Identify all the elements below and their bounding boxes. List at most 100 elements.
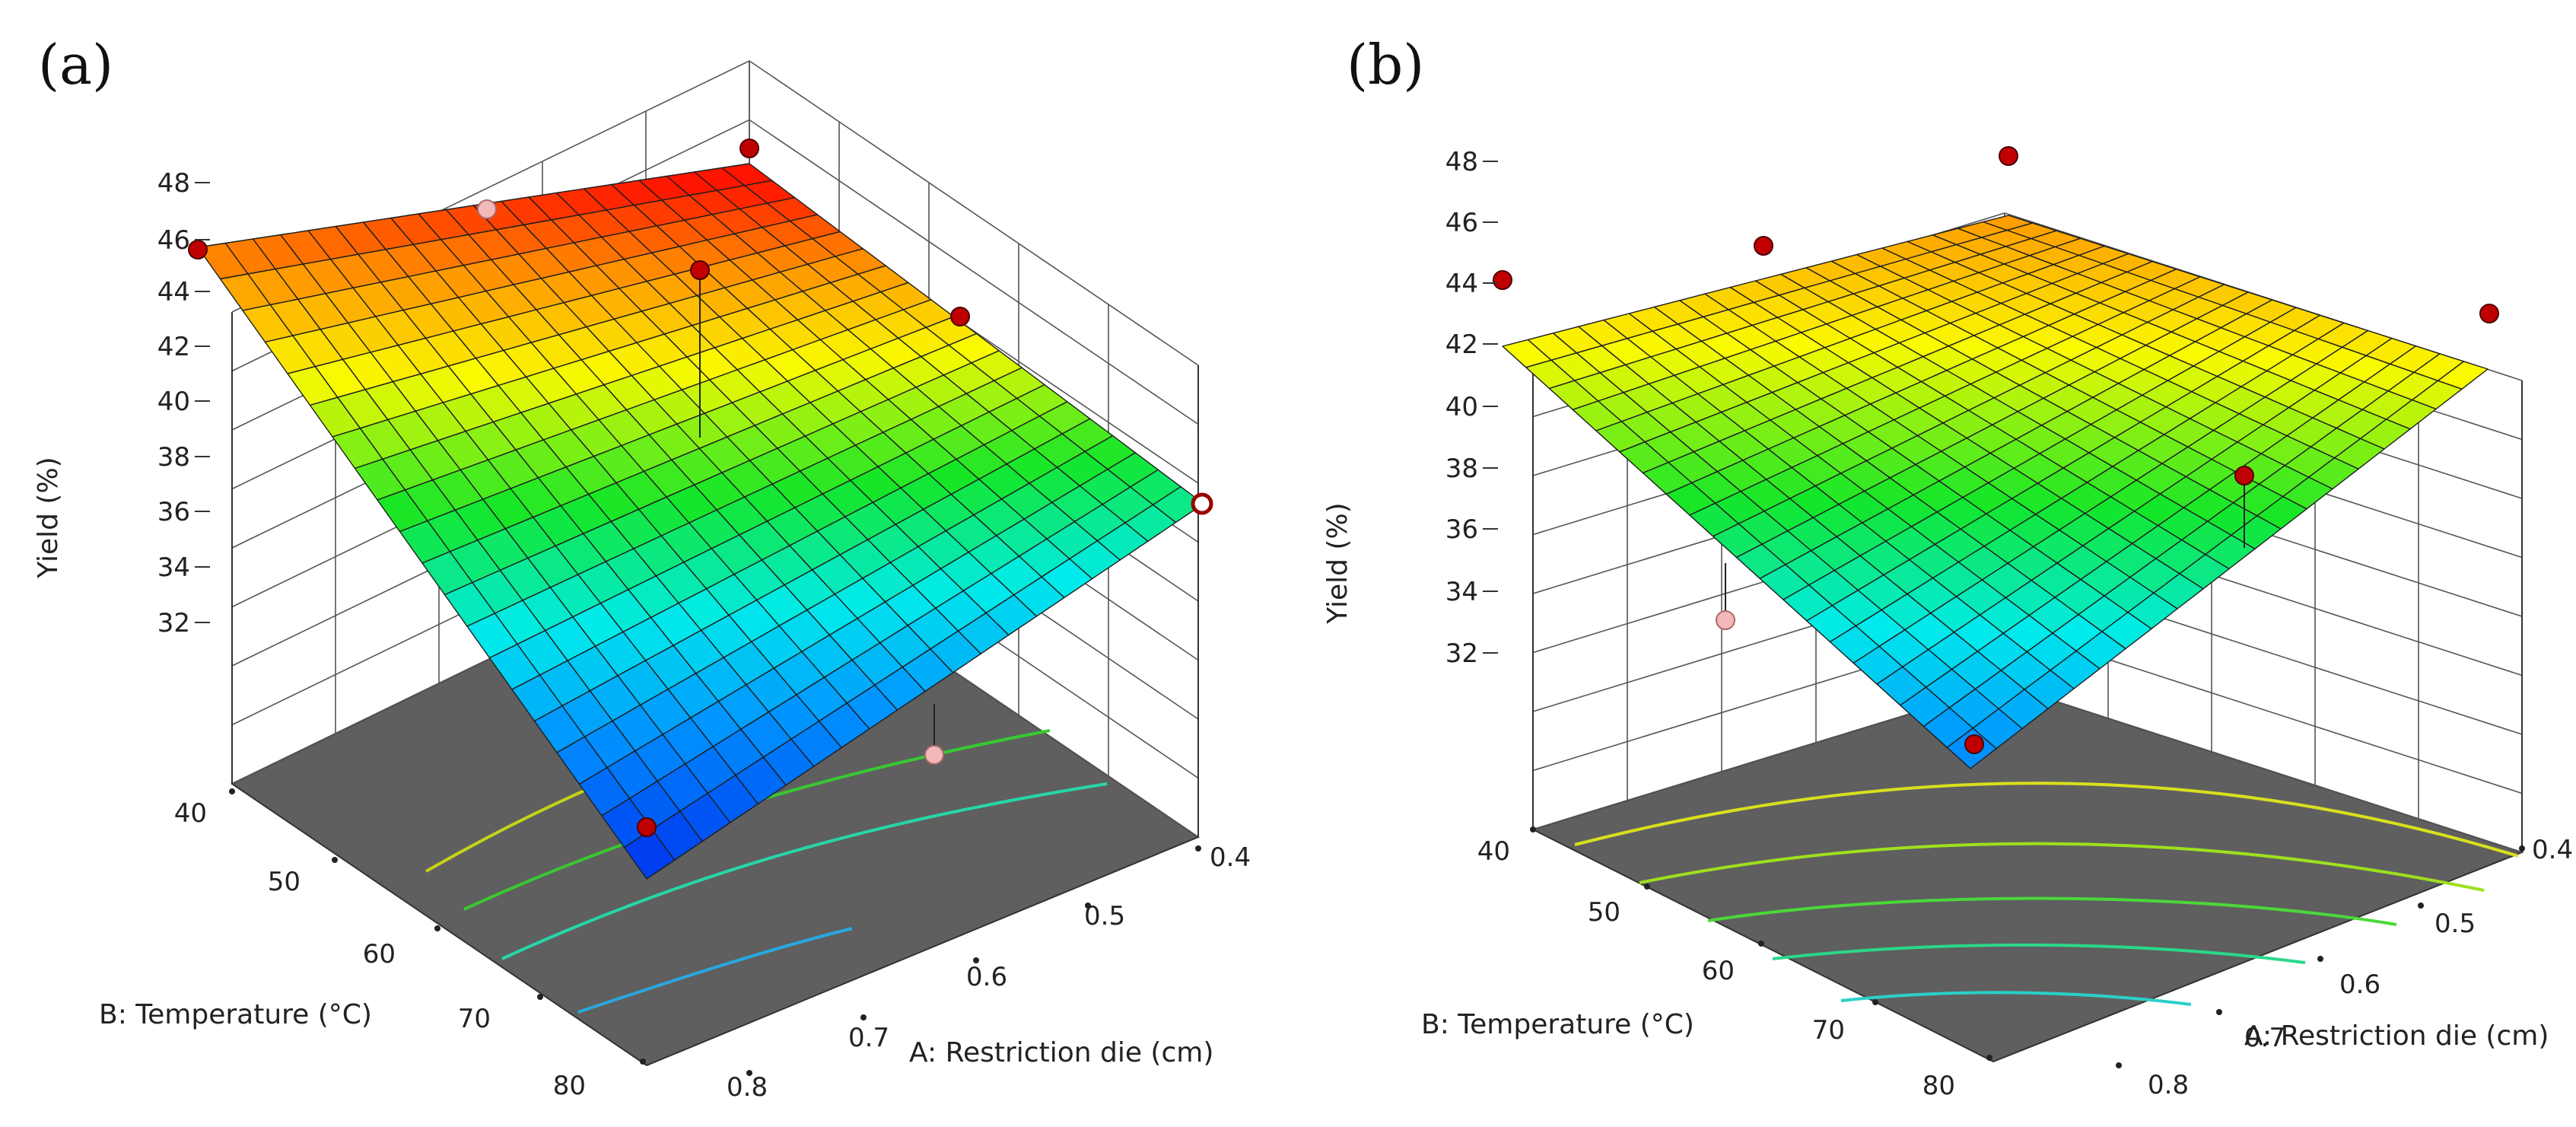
z-tick-label: 38 (1445, 454, 1478, 484)
design-point (1493, 270, 1512, 290)
y-tick-label: 60 (363, 939, 396, 969)
z-tick-label: 48 (157, 168, 190, 199)
y-tick-label: 40 (1477, 836, 1510, 867)
z-tick-label: 42 (157, 332, 190, 362)
design-point (2234, 466, 2254, 486)
panel-b: 48 46 44 42 40 38 36 34 32 0.4 0.5 0.6 0.7 0.8 40 50 60 7… (1322, 33, 2573, 1101)
y-tick-mark (640, 1059, 646, 1065)
design-points (1493, 146, 2499, 754)
x-tick-label: 0.8 (2148, 1070, 2189, 1100)
z-tick-label: 36 (157, 497, 190, 527)
y-tick-mark (1530, 826, 1536, 833)
z-tick-label: 34 (1445, 577, 1478, 607)
x-tick-mark (860, 1014, 867, 1020)
z-tick-label: 38 (157, 442, 190, 473)
floor-contours (1574, 782, 2519, 1006)
x-axis-title: A: Restriction die (cm) (909, 1037, 1213, 1068)
design-point (2479, 304, 2499, 323)
z-axis-title: Yield (%) (1322, 502, 1353, 624)
x-tick-mark (2418, 903, 2424, 909)
z-tick-label: 48 (1445, 147, 1478, 177)
z-tick-label: 44 (157, 277, 190, 307)
y-tick-mark (229, 788, 235, 794)
design-point (739, 138, 759, 158)
design-points (188, 138, 1213, 837)
y-tick-mark (537, 994, 543, 1000)
y-tick-label: 60 (1702, 956, 1735, 986)
y-tick-mark (332, 857, 338, 863)
design-point (690, 260, 710, 280)
y-axis-title: B: Temperature (°C) (1421, 1009, 1694, 1040)
design-point (1716, 610, 1735, 630)
z-tick-label: 46 (1445, 208, 1478, 238)
design-point (1964, 734, 1984, 754)
contour-line (1574, 782, 2519, 858)
design-point (1999, 146, 2018, 166)
panel-a: 48 46 44 42 40 38 36 34 32 0.4 0.5 0.6 0.7 0.8 40 50 60 7… (33, 33, 1251, 1103)
z-tick-label: 42 (1445, 330, 1478, 360)
design-point (950, 307, 970, 326)
z-axis-ticks: 48 46 44 42 40 38 36 34 32 (157, 168, 210, 638)
x-tick-label: 0.5 (1084, 901, 1125, 931)
contour-line (501, 782, 1108, 960)
response-surface (197, 163, 1204, 880)
z-tick-label: 32 (1445, 638, 1478, 669)
x-tick-mark (746, 1070, 752, 1076)
contour-line (1772, 943, 2306, 964)
design-point (1754, 236, 1773, 256)
x-tick-mark (1195, 845, 1201, 852)
contour-line (1707, 896, 2397, 926)
x-axis-ticks: 0.4 0.5 0.6 0.7 0.8 (727, 842, 1251, 1103)
z-tick-label: 34 (157, 552, 190, 583)
y-tick-label: 40 (174, 798, 207, 829)
contour-line (1840, 991, 2192, 1006)
y-axis-ticks: 40 50 60 70 80 (1477, 826, 1992, 1101)
x-axis-ticks: 0.4 0.5 0.6 0.7 0.8 (2116, 835, 2573, 1100)
x-tick-label: 0.7 (2244, 1023, 2285, 1053)
x-tick-mark (2116, 1062, 2122, 1068)
y-tick-label: 70 (1812, 1015, 1845, 1046)
design-point (477, 199, 497, 219)
y-axis-ticks: 40 50 60 70 80 (174, 788, 646, 1101)
design-point (1191, 492, 1213, 515)
contour-line (1639, 842, 2485, 892)
y-tick-mark (1758, 941, 1764, 947)
z-tick-label: 40 (157, 387, 190, 417)
design-point (188, 240, 208, 259)
design-point (924, 745, 944, 765)
x-tick-mark (973, 957, 979, 963)
response-surface (1502, 215, 2489, 769)
contour-line (577, 927, 853, 1014)
z-tick-label: 40 (1445, 392, 1478, 422)
panel-label: (a) (38, 33, 113, 97)
z-tick-label: 46 (157, 225, 190, 256)
y-tick-label: 70 (458, 1004, 491, 1034)
x-tick-label: 0.6 (2339, 969, 2380, 1000)
y-tick-mark (434, 925, 440, 931)
x-tick-label: 0.6 (966, 962, 1007, 992)
z-axis-title: Yield (%) (33, 457, 64, 578)
y-tick-label: 80 (1922, 1071, 1955, 1101)
design-point (637, 817, 657, 837)
z-tick-label: 32 (157, 608, 190, 638)
x-tick-label: 0.4 (2532, 835, 2573, 865)
y-tick-label: 50 (268, 867, 301, 897)
surface-cell (623, 829, 676, 880)
y-tick-mark (1644, 883, 1650, 890)
x-tick-mark (2216, 1009, 2222, 1015)
x-tick-mark (2317, 956, 2323, 962)
z-tick-label: 44 (1445, 269, 1478, 299)
y-tick-mark (1986, 1055, 1992, 1061)
panel-label: (b) (1347, 33, 1424, 97)
z-tick-label: 36 (1445, 514, 1478, 545)
y-tick-label: 50 (1588, 897, 1620, 928)
x-tick-label: 0.8 (727, 1072, 768, 1103)
y-axis-title: B: Temperature (°C) (99, 999, 372, 1030)
x-tick-label: 0.7 (848, 1023, 889, 1053)
x-axis-title: A: Restriction die (cm) (2244, 1020, 2549, 1052)
x-tick-label: 0.5 (2434, 909, 2476, 939)
y-tick-label: 80 (553, 1071, 586, 1101)
x-tick-label: 0.4 (1210, 842, 1251, 873)
z-axis-ticks: 48 46 44 42 40 38 36 34 32 (1445, 147, 1498, 669)
